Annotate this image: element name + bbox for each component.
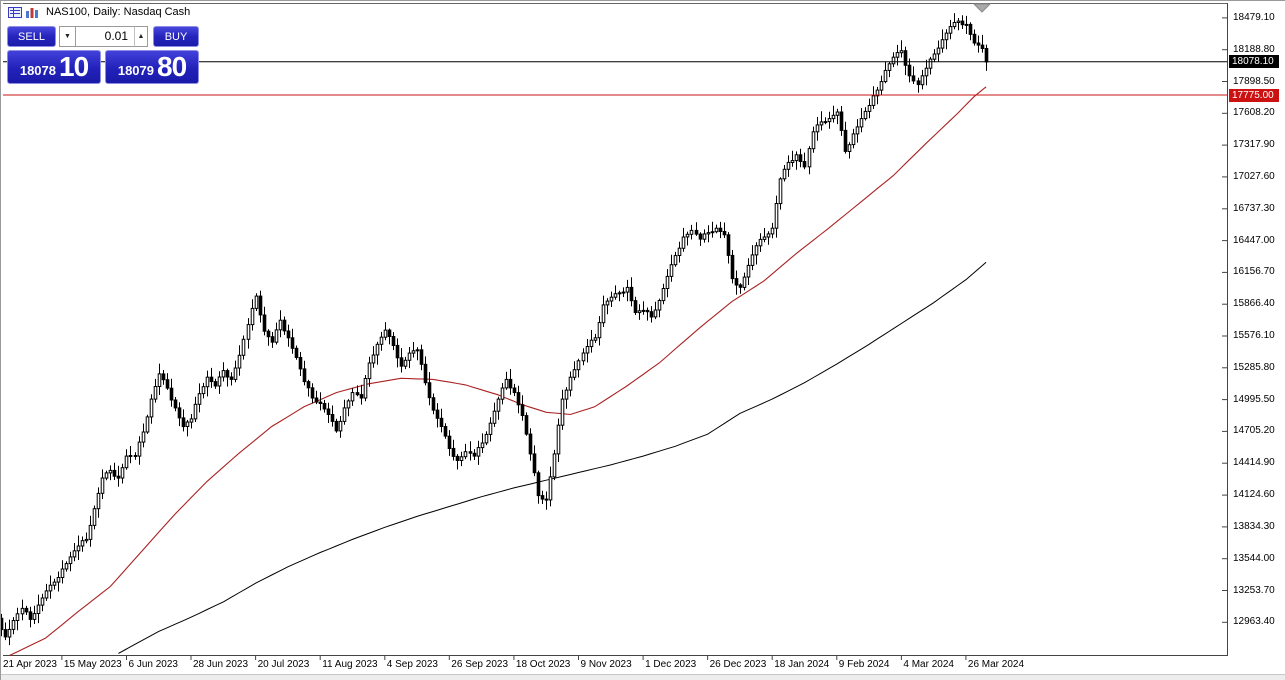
date-axis-label: 26 Mar 2024 [967,659,1025,670]
price-axis-label: 13253.70 [1233,584,1275,596]
price-axis-label: 13834.30 [1233,520,1275,532]
date-axis-label: 28 Jun 2023 [193,659,249,670]
price-axis-label: 15576.10 [1233,330,1275,341]
volume-up-button[interactable]: ▲ [134,26,148,47]
date-axis-label: 15 May 2023 [63,659,122,670]
price-axis-label: 13544.00 [1233,552,1275,564]
date-axis-label: 4 Sep 2023 [386,659,438,670]
sell-price-button[interactable]: 18078 10 [7,50,101,84]
price-axis-label: 16737.30 [1233,202,1275,214]
date-axis-label: 9 Nov 2023 [580,659,632,670]
date-axis-label: 18 Jan 2024 [774,659,830,670]
date-axis-label: 18 Oct 2023 [515,659,571,670]
price-badge: 17775.00 [1229,88,1279,102]
volume-down-button[interactable]: ▼ [59,26,76,47]
price-axis-label: 15866.40 [1233,298,1275,310]
date-axis-label: 6 Jun 2023 [128,659,179,670]
date-axis-label: 11 Aug 2023 [322,659,378,670]
buy-button[interactable]: BUY [153,26,199,47]
chart-title-row: NAS100, Daily: Nasdaq Cash [8,6,190,18]
volume-input[interactable]: 0.01 [76,26,134,47]
price-axis-label: 17317.90 [1233,139,1275,151]
price-axis-label: 17898.50 [1233,75,1275,87]
bid-price-pips: 10 [59,51,89,82]
journal-icon [8,7,22,18]
date-axis-label: 26 Sep 2023 [451,659,509,670]
price-axis-label: 14995.50 [1233,393,1275,405]
date-axis-label: 9 Feb 2024 [838,659,890,670]
price-axis-label: 14124.60 [1233,489,1275,501]
date-axis-label: 26 Dec 2023 [709,659,767,670]
price-axis-label: 14705.20 [1233,425,1275,437]
date-axis-label: 4 Mar 2024 [903,659,954,670]
price-axis-label: 15285.80 [1233,361,1275,373]
price-axis-label: 18479.10 [1233,11,1275,23]
status-strip [1,674,1285,680]
price-axis-label: 16156.70 [1233,266,1275,278]
chart-shift-marker [972,3,992,13]
price-axis-label: 17027.60 [1233,170,1275,182]
date-axis-label: 20 Jul 2023 [257,659,310,670]
price-badge: 18078.10 [1229,55,1279,69]
sell-button[interactable]: SELL [7,26,56,47]
price-axis-label: 18188.80 [1233,43,1275,55]
one-click-trading-panel: SELL ▼ 0.01 ▲ BUY 18078 10 18079 80 [7,26,199,84]
price-axis-label: 17608.20 [1233,107,1275,119]
date-axis-label: 21 Apr 2023 [3,659,57,670]
buy-price-button[interactable]: 18079 80 [105,50,199,84]
price-axis-label: 16447.00 [1233,234,1275,246]
bid-price-main: 18078 [19,63,56,78]
ask-price-pips: 80 [157,51,187,82]
ask-price-main: 18079 [117,63,154,78]
price-axis-label: 14414.90 [1233,457,1275,469]
bar-chart-icon [26,8,38,18]
chart-title: NAS100, Daily: Nasdaq Cash [46,6,191,18]
price-axis-label: 12963.40 [1233,616,1275,628]
date-axis-label: 1 Dec 2023 [645,659,697,670]
